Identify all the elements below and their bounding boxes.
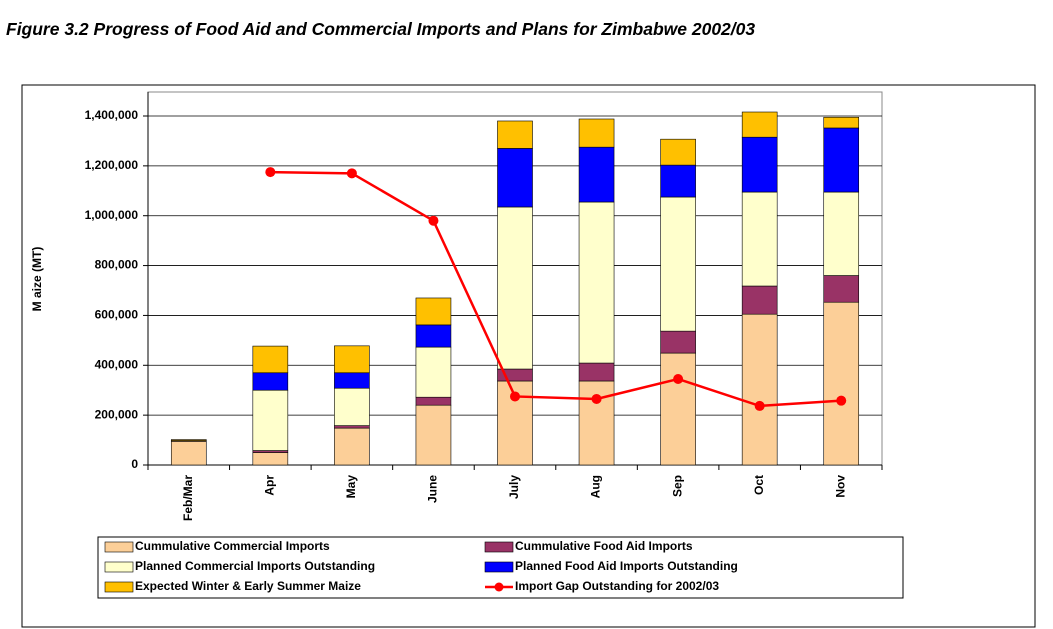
bar-segment bbox=[823, 301, 860, 466]
legend-label: Import Gap Outstanding for 2002/03 bbox=[515, 579, 719, 593]
x-tick-label: June bbox=[426, 475, 440, 503]
legend-label: Planned Commercial Imports Outstanding bbox=[135, 559, 375, 573]
bar-segment bbox=[252, 389, 289, 451]
legend-label: Cummulative Food Aid Imports bbox=[515, 539, 693, 553]
bar-segment bbox=[660, 164, 696, 198]
y-tick-label: 600,000 bbox=[95, 308, 139, 322]
bar-segment bbox=[578, 146, 615, 203]
bar-segment bbox=[741, 111, 778, 138]
x-tick-label: Feb/Mar bbox=[181, 475, 195, 521]
y-tick-label: 0 bbox=[131, 457, 138, 471]
bar-segment bbox=[252, 372, 289, 391]
legend-label: Planned Food Aid Imports Outstanding bbox=[515, 559, 738, 573]
legend-swatch bbox=[104, 561, 134, 573]
bar-segment bbox=[578, 118, 615, 148]
bar-segment bbox=[415, 324, 452, 348]
bar-segment bbox=[170, 441, 207, 466]
bar-segment bbox=[578, 201, 615, 364]
bar-segment bbox=[334, 425, 370, 429]
y-tick-label: 800,000 bbox=[95, 258, 139, 272]
line-marker bbox=[673, 373, 684, 384]
bar-segment bbox=[660, 330, 696, 354]
legend-swatch bbox=[484, 561, 514, 573]
chart-title: Figure 3.2 Progress of Food Aid and Comm… bbox=[6, 19, 756, 39]
bar-segment bbox=[578, 380, 615, 466]
y-tick-label: 1,000,000 bbox=[85, 208, 139, 222]
x-tick-label: Aug bbox=[589, 475, 603, 498]
bar-segment bbox=[497, 120, 533, 149]
x-tick-label: Sep bbox=[670, 475, 684, 497]
legend-label: Cummulative Commercial Imports bbox=[135, 539, 330, 553]
line-marker bbox=[591, 393, 602, 404]
y-tick-label: 1,400,000 bbox=[85, 108, 139, 122]
bar-segment bbox=[741, 313, 778, 466]
x-tick-label: July bbox=[507, 475, 521, 499]
line-marker bbox=[346, 168, 357, 179]
bar-segment bbox=[415, 396, 452, 406]
bar-segment bbox=[497, 148, 533, 208]
line-marker bbox=[265, 167, 276, 178]
y-tick-label: 200,000 bbox=[95, 407, 139, 421]
bar-segment bbox=[334, 387, 370, 426]
bar-segment bbox=[660, 196, 696, 332]
bar-segment bbox=[823, 127, 860, 193]
bar-segment bbox=[415, 346, 452, 398]
x-tick-label: Nov bbox=[833, 475, 847, 498]
bar-segment bbox=[823, 116, 860, 129]
legend-swatch bbox=[494, 582, 504, 592]
line-marker bbox=[510, 391, 520, 402]
legend-swatch bbox=[104, 581, 134, 593]
y-tick-label: 1,200,000 bbox=[85, 158, 139, 172]
bar-segment bbox=[741, 191, 778, 287]
line bbox=[270, 170, 842, 408]
x-tick-label: Apr bbox=[263, 475, 277, 496]
line-marker bbox=[754, 400, 765, 411]
bar-segment bbox=[415, 404, 452, 466]
legend-label: Expected Winter & Early Summer Maize bbox=[135, 579, 361, 593]
bar-segment bbox=[334, 427, 370, 466]
bar-segment bbox=[252, 452, 289, 466]
bar-segment bbox=[334, 372, 370, 389]
bar-segment bbox=[497, 206, 533, 370]
bar-segment bbox=[660, 352, 696, 466]
x-tick-label: May bbox=[344, 475, 358, 499]
x-tick-label: Oct bbox=[752, 475, 766, 495]
y-axis-title: M aize (MT) bbox=[30, 247, 44, 312]
y-tick-label: 400,000 bbox=[95, 357, 139, 371]
bar-segment bbox=[578, 362, 615, 382]
bar-segment bbox=[741, 285, 778, 315]
bar-segment bbox=[741, 136, 778, 193]
line-marker bbox=[836, 395, 847, 406]
legend-swatch bbox=[484, 541, 514, 553]
line-marker bbox=[428, 215, 439, 226]
bar-segment bbox=[660, 138, 696, 166]
legend-swatch bbox=[104, 541, 134, 553]
chart-frame bbox=[21, 84, 1036, 628]
bar-segment bbox=[823, 275, 860, 303]
bar-segment bbox=[334, 345, 370, 374]
bar-segment bbox=[170, 439, 207, 441]
bar-segment bbox=[823, 191, 860, 276]
bar-segment bbox=[415, 297, 452, 326]
bar-segment bbox=[252, 345, 289, 374]
